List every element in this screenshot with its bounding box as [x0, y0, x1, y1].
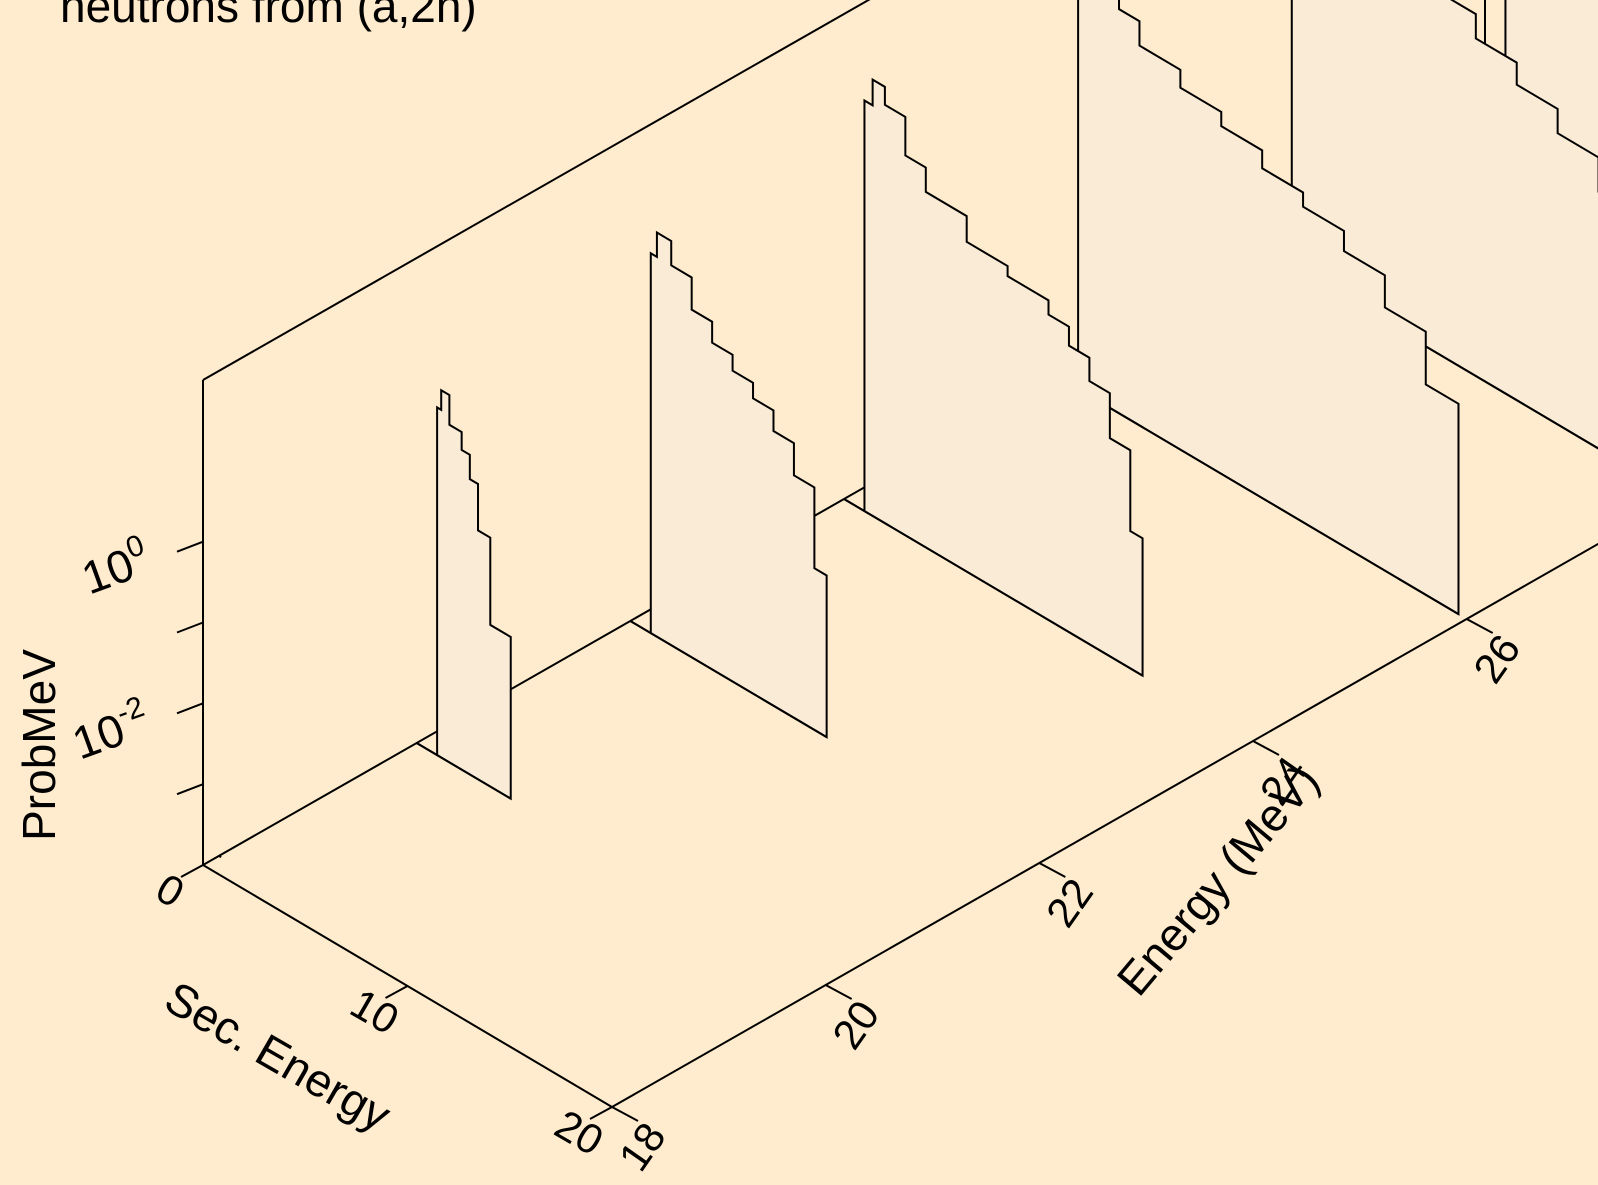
series-20 — [416, 388, 512, 801]
x-tick — [385, 985, 408, 999]
y-tick-label: 18 — [609, 1114, 674, 1179]
y-tick — [1466, 618, 1494, 634]
series-24-area — [843, 77, 1144, 678]
z-axis-label: ProbMeV — [13, 649, 65, 841]
y-tick — [1038, 862, 1066, 878]
series-layer — [218, 0, 1598, 858]
series-26-baseline — [1057, 376, 1459, 616]
x-tick-label: 20 — [547, 1100, 611, 1164]
series-22-baseline — [629, 620, 828, 739]
chart-title: neutrons from (a,2n) — [60, 0, 477, 32]
series-20-area — [416, 388, 512, 801]
x-tick-label: 10 — [343, 979, 407, 1043]
y-tick-label: 20 — [823, 992, 888, 1057]
series-24-baseline — [843, 498, 1144, 677]
series-20-baseline — [416, 742, 512, 800]
z-tick — [176, 783, 204, 796]
z-tick-label: 10-2 — [64, 690, 156, 769]
series-18.15 — [218, 854, 222, 858]
series-22-area — [629, 230, 828, 739]
x-tick-label: 0 — [148, 864, 192, 916]
y-tick — [1252, 740, 1280, 756]
z-tick-label: 100 — [74, 528, 157, 604]
series-26-area — [1057, 0, 1460, 616]
z-tick — [176, 702, 204, 715]
y-tick-label: 22 — [1037, 870, 1102, 935]
y-axis-label: Energy (MeV) — [1107, 754, 1329, 1005]
z-tick — [176, 540, 204, 553]
y-tick — [825, 984, 853, 1000]
z-tick — [176, 621, 204, 634]
series-18.15-baseline — [218, 854, 222, 858]
wall-top-edge — [202, 0, 871, 381]
series-22 — [629, 230, 828, 739]
series-24 — [843, 77, 1144, 678]
series-26 — [1057, 0, 1460, 616]
x-tick — [180, 864, 204, 878]
y-tick — [611, 1106, 639, 1122]
y-tick-label: 26 — [1464, 626, 1529, 691]
series-28-area — [1270, 0, 1598, 450]
x-tick — [589, 1106, 613, 1120]
